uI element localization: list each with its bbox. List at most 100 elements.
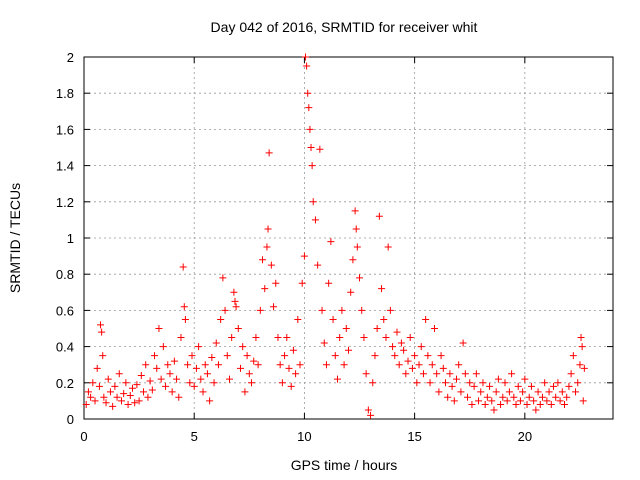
data-point [367,411,375,419]
y-tick-label: 1.6 [56,122,74,137]
data-point [181,315,189,323]
data-point [120,390,128,398]
data-point [278,379,286,387]
data-point [265,149,273,157]
data-point [133,381,141,389]
data-point [115,370,123,378]
data-point [545,388,553,396]
data-point [516,397,524,405]
data-point [122,379,130,387]
data-point [188,352,196,360]
data-point [164,361,172,369]
data-point [298,279,306,287]
data-point [126,391,134,399]
data-point [481,401,489,409]
data-point [232,303,240,311]
data-point [327,238,335,246]
data-point [100,393,108,401]
x-tick-label: 15 [407,429,421,444]
data-point [422,315,430,323]
data-point [314,261,322,269]
data-point [234,325,242,332]
data-point [391,352,399,360]
data-point [514,382,522,390]
data-point [113,393,121,401]
data-point [333,375,341,383]
data-point [375,212,383,220]
data-point [306,125,314,133]
data-point [453,375,461,383]
x-tick-label: 10 [297,429,311,444]
data-point [455,361,463,369]
data-point [464,393,472,401]
data-point [316,145,324,153]
data-point [384,243,392,251]
data-point [534,388,542,396]
data-point [197,375,205,383]
y-tick-label: 0 [67,412,74,427]
data-point [479,379,487,387]
data-point [459,339,467,347]
data-point [369,379,377,387]
data-point [503,397,511,405]
data-point [153,364,161,372]
data-point [214,361,222,369]
data-point [162,382,170,390]
data-point [195,343,203,351]
data-point [199,388,207,396]
data-point [99,352,107,360]
data-point [231,297,239,305]
data-point [190,382,198,390]
data-point [243,352,251,360]
data-point [556,397,564,405]
data-point [543,397,551,405]
data-point [192,364,200,372]
data-point [322,361,330,369]
data-point [563,393,571,401]
data-point [552,393,560,401]
data-point [435,388,443,396]
data-point [102,399,110,407]
y-tick-label: 0.8 [56,267,74,282]
data-point [349,256,357,264]
data-point [250,357,258,365]
data-point [406,334,414,342]
data-point [109,402,117,410]
data-point [395,361,403,369]
data-point [117,397,125,405]
x-tick-label: 5 [191,429,198,444]
data-point [466,379,474,387]
data-point [155,325,163,332]
data-point [386,306,394,314]
y-tick-label: 0.2 [56,376,74,391]
y-tick-label: 2 [67,50,74,65]
x-tick-label: 0 [80,429,87,444]
data-point [166,370,174,378]
data-point [177,334,185,342]
data-point [547,401,555,409]
data-point [239,343,247,351]
data-point [292,370,300,378]
data-point [287,382,295,390]
data-point [241,388,249,396]
data-point [415,361,423,369]
data-point [411,352,419,360]
data-point [184,361,192,369]
data-point [389,343,397,351]
data-point [371,352,379,360]
data-point [408,364,416,372]
data-point [210,379,218,387]
data-point [264,225,272,233]
data-point [569,352,577,360]
data-point [217,315,225,323]
data-point [393,328,401,336]
data-point [261,285,269,293]
data-point [419,370,427,378]
data-point [382,334,390,342]
data-point [270,303,278,311]
data-point [549,382,557,390]
data-point [276,361,284,369]
data-point [576,361,584,369]
data-point [345,346,352,354]
